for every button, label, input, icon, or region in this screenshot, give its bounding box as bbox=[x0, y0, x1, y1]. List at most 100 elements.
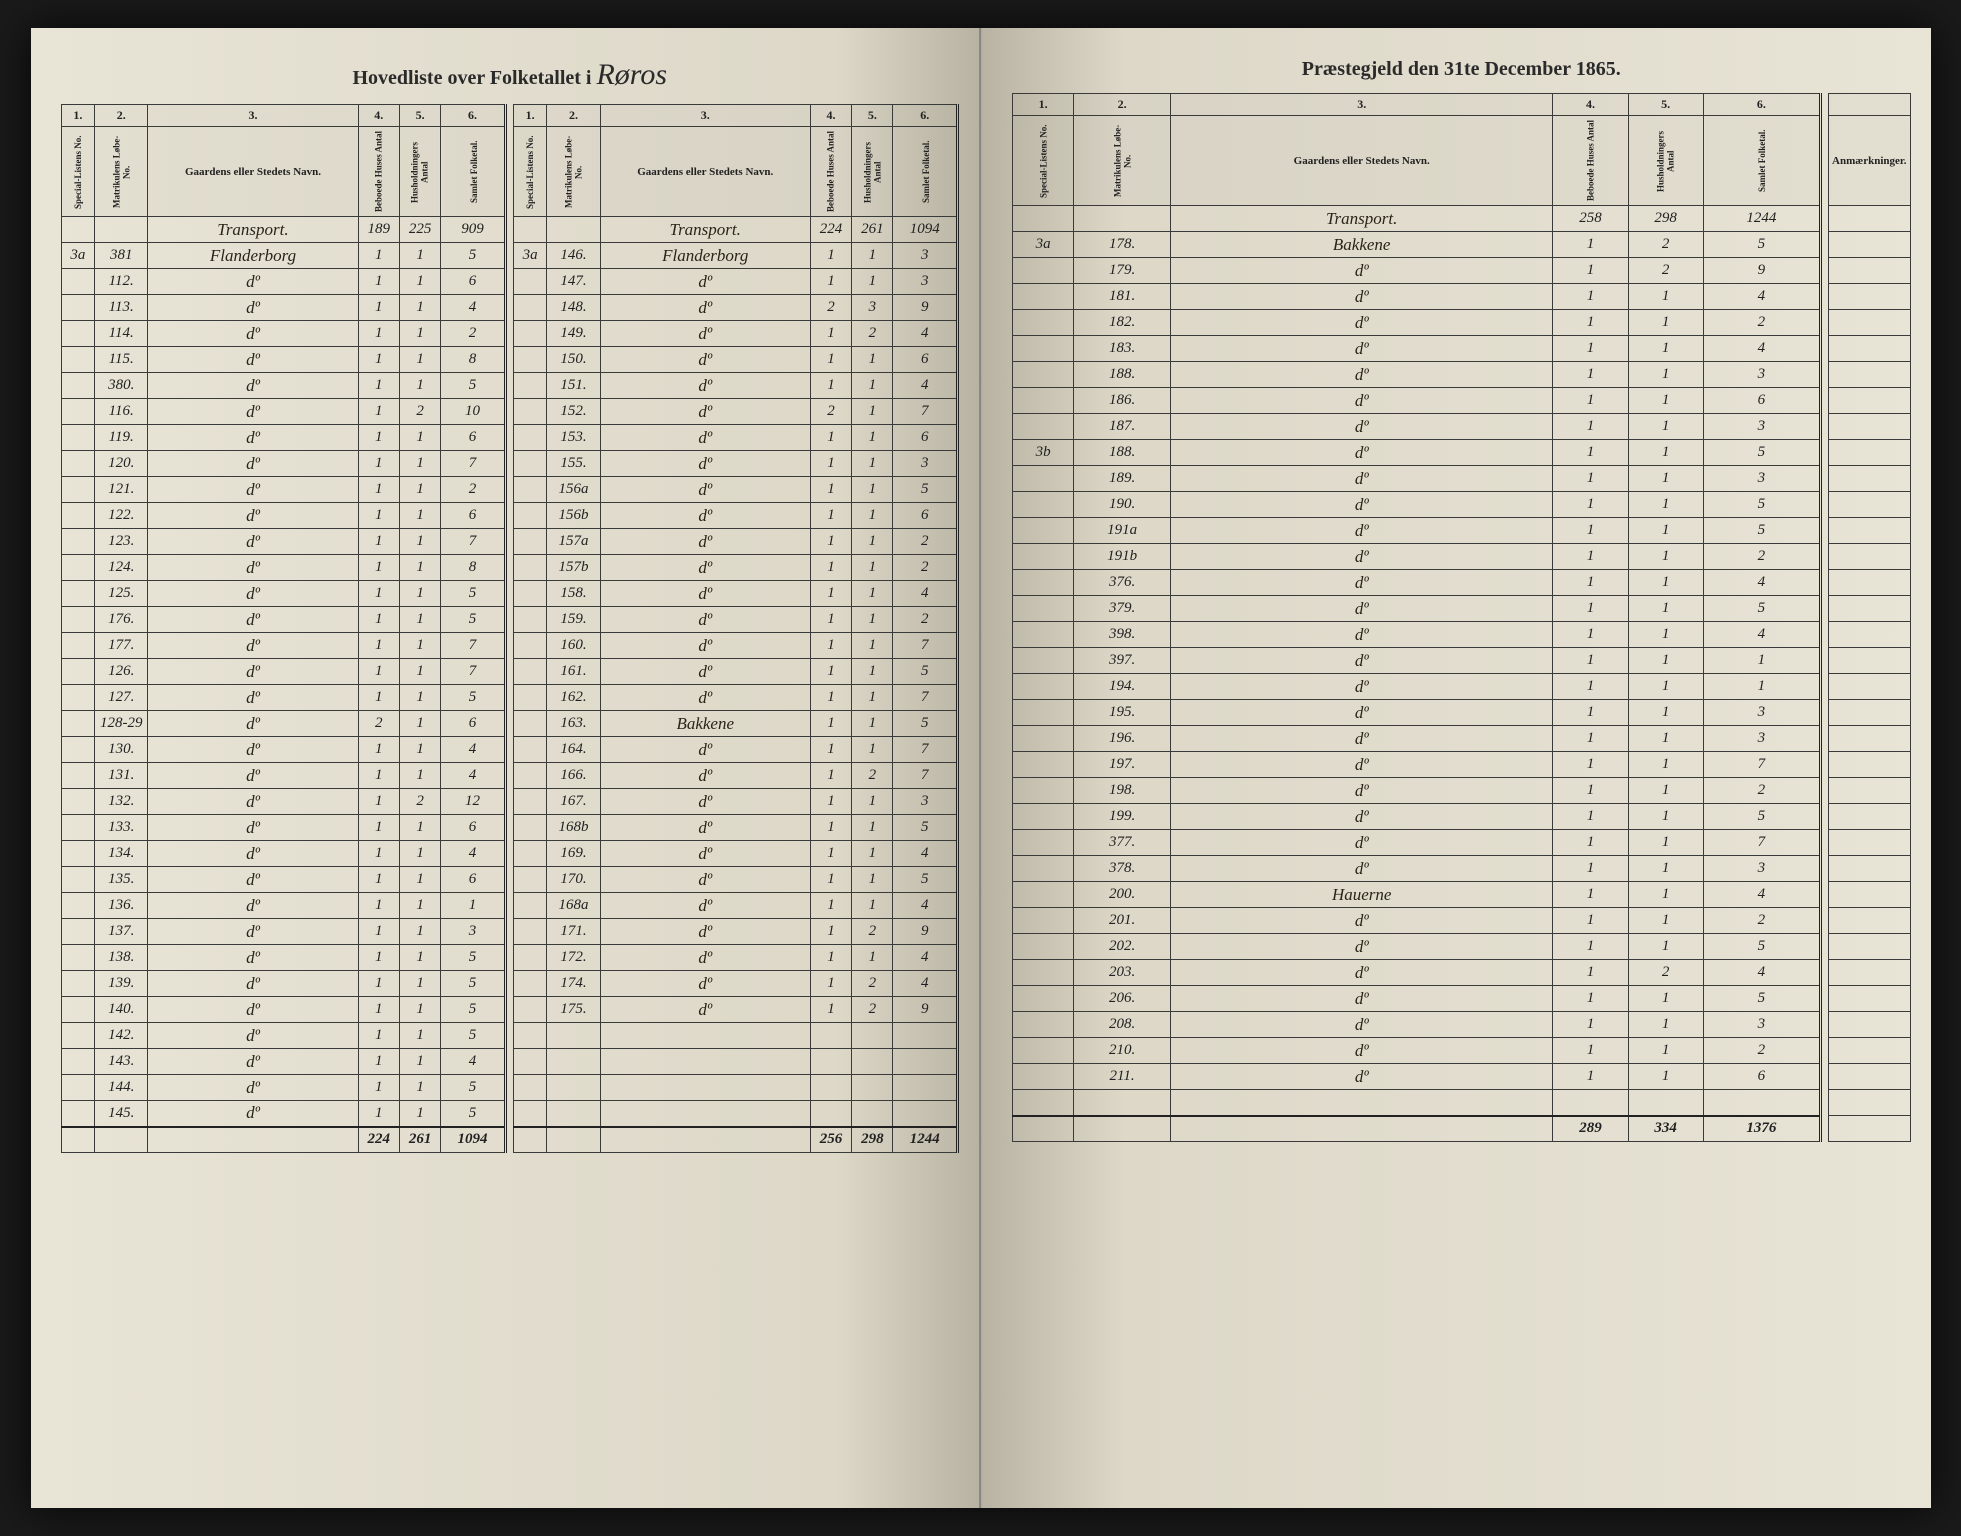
colhead-matr: Matrikulens Løbe-No. bbox=[95, 127, 148, 217]
cell-matr: 113. bbox=[95, 295, 148, 321]
cell-total: 5 bbox=[441, 243, 506, 269]
cell-n2: 1 bbox=[852, 737, 893, 763]
cell-name: dº bbox=[1171, 492, 1553, 518]
cell-spec bbox=[1013, 466, 1074, 492]
cell-matr bbox=[547, 1049, 600, 1075]
cell-n2: 2 bbox=[852, 971, 893, 997]
cell-total: 6 bbox=[441, 425, 506, 451]
cell-matr: 182. bbox=[1074, 310, 1171, 336]
cell-name: dº bbox=[148, 711, 358, 737]
cell-name: dº bbox=[148, 425, 358, 451]
cell-name: dº bbox=[600, 737, 810, 763]
table-row: 3a146.Flanderborg113 bbox=[513, 243, 957, 269]
remarks-row bbox=[1829, 622, 1910, 648]
remarks-row bbox=[1829, 492, 1910, 518]
cell-total: 2 bbox=[1703, 544, 1820, 570]
cell-n1: 1 bbox=[358, 503, 399, 529]
table-row: 149.dº124 bbox=[513, 321, 957, 347]
cell-n2: 1 bbox=[1628, 752, 1703, 778]
cell-total: 5 bbox=[441, 1023, 506, 1049]
cell-n2: 1 bbox=[852, 503, 893, 529]
cell-matr: 128-29 bbox=[95, 711, 148, 737]
cell-matr: 202. bbox=[1074, 934, 1171, 960]
cell-n2: 1 bbox=[1628, 466, 1703, 492]
cell-n2: 2 bbox=[399, 789, 440, 815]
remarks-row bbox=[1829, 830, 1910, 856]
cell-total: 4 bbox=[441, 737, 506, 763]
cell-n1: 2 bbox=[810, 295, 851, 321]
cell-n1: 1 bbox=[1553, 752, 1628, 778]
cell-n2: 1 bbox=[399, 503, 440, 529]
cell-name: dº bbox=[1171, 284, 1553, 310]
cell-name: dº bbox=[148, 373, 358, 399]
cell-name: Bakkene bbox=[1171, 232, 1553, 258]
cell-matr: 133. bbox=[95, 815, 148, 841]
cell-matr: 125. bbox=[95, 581, 148, 607]
table-row bbox=[1013, 1090, 1821, 1116]
cell-n1: 1 bbox=[810, 711, 851, 737]
cell-total: 4 bbox=[1703, 570, 1820, 596]
cell-total: 5 bbox=[441, 373, 506, 399]
cell-n1: 2 bbox=[810, 399, 851, 425]
table-row: 377.dº117 bbox=[1013, 830, 1821, 856]
table-row: 191adº115 bbox=[1013, 518, 1821, 544]
cell-total: 3 bbox=[893, 243, 958, 269]
cell-name: dº bbox=[600, 763, 810, 789]
cell-n2: 1 bbox=[852, 425, 893, 451]
cell-spec bbox=[61, 867, 95, 893]
cell-matr: 377. bbox=[1074, 830, 1171, 856]
cell-spec bbox=[61, 659, 95, 685]
table-row: 182.dº112 bbox=[1013, 310, 1821, 336]
cell-matr: 188. bbox=[1074, 440, 1171, 466]
cell-name: dº bbox=[1171, 1064, 1553, 1090]
cell-matr: 143. bbox=[95, 1049, 148, 1075]
cell-n1: 1 bbox=[1553, 726, 1628, 752]
cell-n1: 1 bbox=[358, 685, 399, 711]
cell-n2: 1 bbox=[1628, 882, 1703, 908]
cell-n2 bbox=[852, 1101, 893, 1127]
cell-n1: 1 bbox=[358, 243, 399, 269]
cell-total: 7 bbox=[441, 529, 506, 555]
cell-n1: 1 bbox=[358, 1075, 399, 1101]
cell-n2: 1 bbox=[399, 1075, 440, 1101]
cell-n2: 1 bbox=[852, 451, 893, 477]
cell-total: 2 bbox=[1703, 310, 1820, 336]
cell-n1: 1 bbox=[810, 971, 851, 997]
cell-spec bbox=[1013, 310, 1074, 336]
cell-total: 9 bbox=[893, 295, 958, 321]
cell-n1: 1 bbox=[1553, 934, 1628, 960]
colnum: 4. bbox=[358, 105, 399, 127]
cell-name: dº bbox=[148, 451, 358, 477]
cell-n1: 1 bbox=[358, 815, 399, 841]
cell-matr: 175. bbox=[547, 997, 600, 1023]
table-row: 126.dº117 bbox=[61, 659, 505, 685]
remarks-row bbox=[1829, 258, 1910, 284]
cell-n1: 1 bbox=[1553, 596, 1628, 622]
table-row: 195.dº113 bbox=[1013, 700, 1821, 726]
cell-n1: 1 bbox=[810, 841, 851, 867]
table-row: 176.dº115 bbox=[61, 607, 505, 633]
cell-n1: 1 bbox=[1553, 674, 1628, 700]
cell-name: dº bbox=[1171, 856, 1553, 882]
cell-spec bbox=[513, 1049, 547, 1075]
cell-spec bbox=[513, 555, 547, 581]
cell-total: 4 bbox=[441, 1049, 506, 1075]
table-row: 194.dº111 bbox=[1013, 674, 1821, 700]
cell-matr: 112. bbox=[95, 269, 148, 295]
cell-n2: 1 bbox=[852, 347, 893, 373]
cell-n1: 1 bbox=[358, 477, 399, 503]
cell-spec bbox=[1013, 414, 1074, 440]
table-row: 167.dº113 bbox=[513, 789, 957, 815]
cell-matr: 170. bbox=[547, 867, 600, 893]
cell-n1: 1 bbox=[810, 425, 851, 451]
cell-n2: 1 bbox=[399, 711, 440, 737]
cell-total: 6 bbox=[893, 503, 958, 529]
cell-n2: 2 bbox=[852, 997, 893, 1023]
cell-matr: 178. bbox=[1074, 232, 1171, 258]
table-row: 134.dº114 bbox=[61, 841, 505, 867]
cell-n2: 1 bbox=[399, 555, 440, 581]
cell-spec bbox=[513, 971, 547, 997]
cell-spec bbox=[513, 919, 547, 945]
cell-name: dº bbox=[1171, 1038, 1553, 1064]
cell-n2: 1 bbox=[852, 815, 893, 841]
